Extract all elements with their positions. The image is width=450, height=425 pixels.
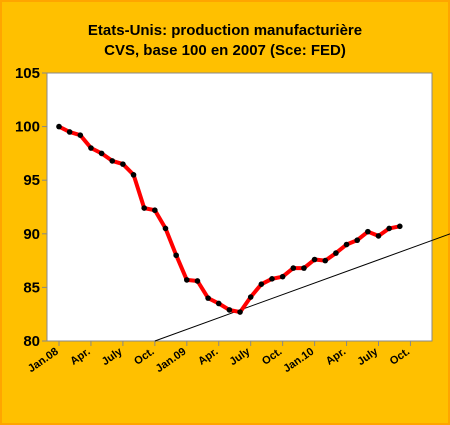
trend-line-group bbox=[154, 233, 450, 342]
data-point bbox=[269, 276, 275, 282]
data-point bbox=[109, 158, 116, 164]
data-point bbox=[258, 281, 265, 287]
y-tick-label: 85 bbox=[23, 279, 40, 296]
data-point bbox=[279, 273, 286, 280]
data-point bbox=[184, 277, 190, 283]
data-point bbox=[88, 145, 94, 151]
chart-title: Etats-Unis: production manufacturière bbox=[88, 22, 362, 39]
y-tick-label: 105 bbox=[15, 65, 40, 82]
series-group bbox=[56, 123, 403, 315]
y-axis: 80 85 90 95 100 105 bbox=[15, 65, 47, 350]
trend-line bbox=[154, 233, 450, 342]
y-tick-label: 100 bbox=[15, 119, 40, 136]
plot-area bbox=[46, 72, 433, 342]
data-point bbox=[386, 225, 392, 232]
data-point bbox=[365, 228, 371, 235]
data-point bbox=[120, 161, 126, 167]
data-point bbox=[343, 241, 350, 248]
data-point bbox=[152, 207, 158, 214]
data-point bbox=[354, 237, 361, 244]
data-point bbox=[141, 205, 147, 211]
data-point bbox=[130, 172, 137, 178]
data-point bbox=[173, 252, 179, 259]
data-point bbox=[375, 233, 382, 239]
data-point bbox=[194, 278, 201, 284]
y-tick-label: 95 bbox=[23, 172, 40, 189]
data-point bbox=[226, 307, 233, 313]
data-point bbox=[162, 225, 169, 232]
data-point bbox=[301, 265, 307, 271]
data-point bbox=[397, 223, 403, 230]
data-point bbox=[311, 256, 318, 263]
data-point bbox=[215, 300, 222, 307]
data-point bbox=[77, 132, 84, 138]
data-point bbox=[56, 123, 62, 130]
data-point bbox=[205, 295, 211, 301]
data-point bbox=[66, 129, 73, 135]
y-tick-label: 80 bbox=[23, 333, 40, 350]
data-point bbox=[290, 265, 297, 271]
chart-subtitle: CVS, base 100 en 2007 (Sce: FED) bbox=[104, 42, 346, 59]
data-point bbox=[237, 309, 243, 315]
y-tick-label: 90 bbox=[23, 226, 40, 243]
data-point bbox=[247, 294, 254, 300]
data-point bbox=[333, 250, 339, 256]
data-point bbox=[322, 257, 329, 264]
data-point bbox=[98, 150, 105, 157]
